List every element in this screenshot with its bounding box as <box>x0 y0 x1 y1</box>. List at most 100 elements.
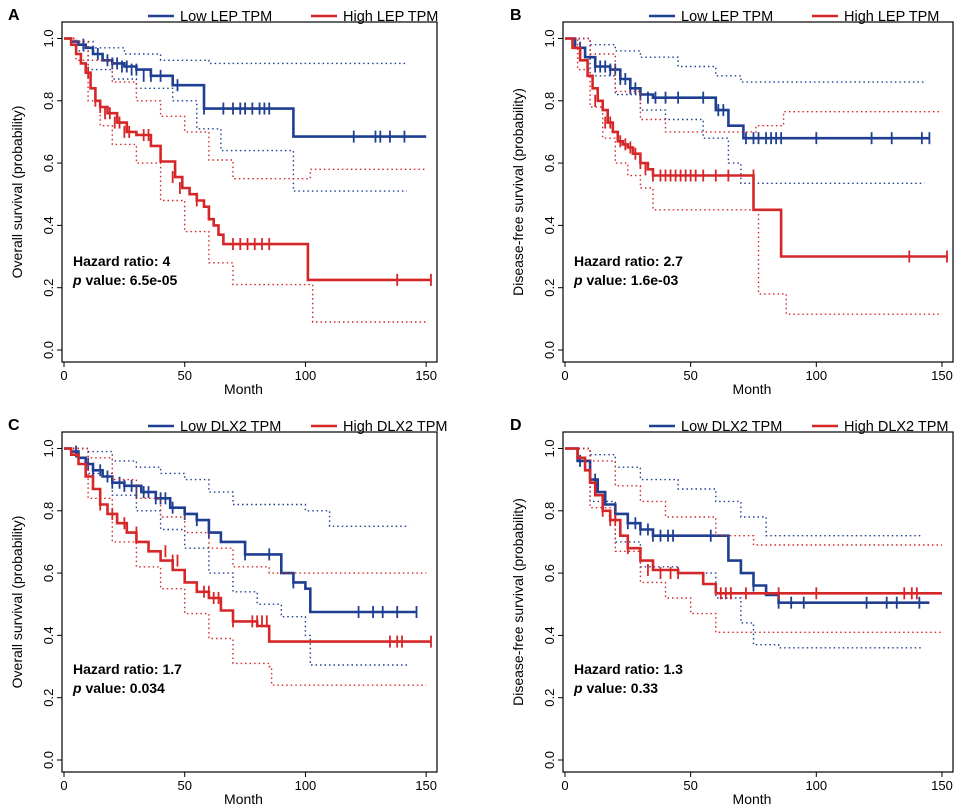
x-tick-label: 50 <box>683 778 697 793</box>
y-tick-label: 0.6 <box>41 564 56 582</box>
y-tick-label: 0.8 <box>542 92 557 110</box>
x-axis-label: Month <box>733 381 772 397</box>
series-high <box>565 447 942 633</box>
x-axis-label: Month <box>224 791 263 807</box>
hazard-ratio-text: Hazard ratio: 1.7 <box>73 661 182 677</box>
ci-lower-line <box>565 447 922 649</box>
series-low <box>565 37 931 184</box>
legend-label: Low LEP TPM <box>681 9 773 25</box>
legend-label: Low DLX2 TPM <box>180 419 281 435</box>
ci-lower-line <box>64 37 427 323</box>
y-tick-label: 0.2 <box>41 279 56 297</box>
x-tick-label: 0 <box>60 778 67 793</box>
x-tick-label: 0 <box>561 368 568 383</box>
ci-lower-line <box>64 447 410 666</box>
y-tick-label: 0.0 <box>41 751 56 769</box>
ci-lower-line <box>565 447 942 633</box>
panel-letter: C <box>8 417 20 434</box>
y-axis-label: Disease-free survival (probability) <box>510 498 526 706</box>
x-tick-label: 150 <box>931 368 953 383</box>
ci-upper-line <box>64 447 427 574</box>
x-tick-label: 150 <box>415 778 437 793</box>
p-italic: p <box>72 272 82 288</box>
plot-frame <box>562 21 954 363</box>
x-tick-label: 0 <box>561 778 568 793</box>
legend-label: High DLX2 TPM <box>343 419 448 435</box>
legend-label: High LEP TPM <box>844 9 939 25</box>
survival-curve <box>565 37 947 258</box>
y-tick-label: 0.4 <box>41 626 56 644</box>
ci-lower-line <box>64 447 427 686</box>
legend-label: High DLX2 TPM <box>844 419 949 435</box>
y-tick-label: 0.2 <box>542 689 557 707</box>
series-high <box>64 447 432 686</box>
x-tick-label: 150 <box>931 778 953 793</box>
y-axis-label: Disease-free survival (probability) <box>510 88 526 296</box>
series-high <box>64 37 432 323</box>
p-value-rest: value: 0.034 <box>82 680 165 696</box>
y-tick-label: 1.0 <box>542 29 557 47</box>
hazard-ratio-text: Hazard ratio: 1.3 <box>574 661 683 677</box>
legend-label: Low DLX2 TPM <box>681 419 782 435</box>
p-italic: p <box>72 680 82 696</box>
series-low <box>565 447 930 649</box>
ci-upper-line <box>565 37 942 133</box>
y-tick-label: 0.8 <box>41 502 56 520</box>
panel-c: C 0 50 100 150 0.0 0.2 0.4 0.6 0.8 1.0 Month Overall… <box>8 417 448 807</box>
survival-curve <box>565 447 942 595</box>
plot-frame <box>61 431 438 773</box>
p-italic: p <box>573 272 583 288</box>
y-tick-label: 0.4 <box>542 626 557 644</box>
panel-a: A 0 50 100 150 0.0 0.2 0.4 0.6 0.8 1.0 Month Overall… <box>8 7 438 397</box>
x-tick-label: 100 <box>295 368 317 383</box>
x-axis-label: Month <box>733 791 772 807</box>
plot-frame <box>61 21 438 363</box>
x-tick-label: 50 <box>683 368 697 383</box>
survival-curve <box>64 37 431 282</box>
ci-upper-line <box>565 447 922 537</box>
survival-curve <box>64 37 427 138</box>
hazard-ratio-text: Hazard ratio: 2.7 <box>574 253 683 269</box>
series-high <box>565 37 948 315</box>
p-value-text: p value: 6.5e-05 <box>72 272 178 288</box>
p-value-text: p value: 0.33 <box>573 680 658 696</box>
panel-letter: D <box>510 417 522 434</box>
y-tick-label: 0.2 <box>41 689 56 707</box>
ci-upper-line <box>565 447 942 546</box>
y-tick-label: 0.4 <box>41 216 56 234</box>
panel-letter: B <box>510 7 522 24</box>
y-tick-label: 0.4 <box>542 216 557 234</box>
series-low <box>64 445 418 666</box>
survival-curve <box>64 447 417 614</box>
x-tick-label: 100 <box>295 778 317 793</box>
x-axis-label: Month <box>224 381 263 397</box>
p-italic: p <box>573 680 583 696</box>
y-tick-label: 1.0 <box>41 439 56 457</box>
y-tick-label: 0.8 <box>542 502 557 520</box>
y-tick-label: 0.8 <box>41 92 56 110</box>
ci-lower-line <box>64 37 407 192</box>
x-tick-label: 150 <box>415 368 437 383</box>
y-tick-label: 0.6 <box>41 154 56 172</box>
survival-curve <box>64 447 431 643</box>
panel-letter: A <box>8 7 20 24</box>
x-tick-label: 100 <box>805 368 827 383</box>
p-value-rest: value: 1.6e-03 <box>583 272 679 288</box>
survival-curve <box>565 37 930 140</box>
ci-upper-line <box>64 447 410 527</box>
p-value-text: p value: 1.6e-03 <box>573 272 679 288</box>
x-tick-label: 100 <box>805 778 827 793</box>
legend-label: Low LEP TPM <box>180 9 272 25</box>
hazard-ratio-text: Hazard ratio: 4 <box>73 253 170 269</box>
y-axis-label: Overall survival (probability) <box>9 516 25 689</box>
legend-label: High LEP TPM <box>343 9 438 25</box>
x-tick-label: 50 <box>177 368 191 383</box>
y-tick-label: 0.0 <box>41 341 56 359</box>
x-tick-label: 0 <box>60 368 67 383</box>
y-tick-label: 0.2 <box>542 279 557 297</box>
panel-d: D 0 50 100 150 0.0 0.2 0.4 0.6 0.8 1.0 Month Disease… <box>510 417 954 807</box>
plot-frame <box>562 431 954 773</box>
ci-lower-line <box>565 37 925 184</box>
y-tick-label: 0.6 <box>542 564 557 582</box>
